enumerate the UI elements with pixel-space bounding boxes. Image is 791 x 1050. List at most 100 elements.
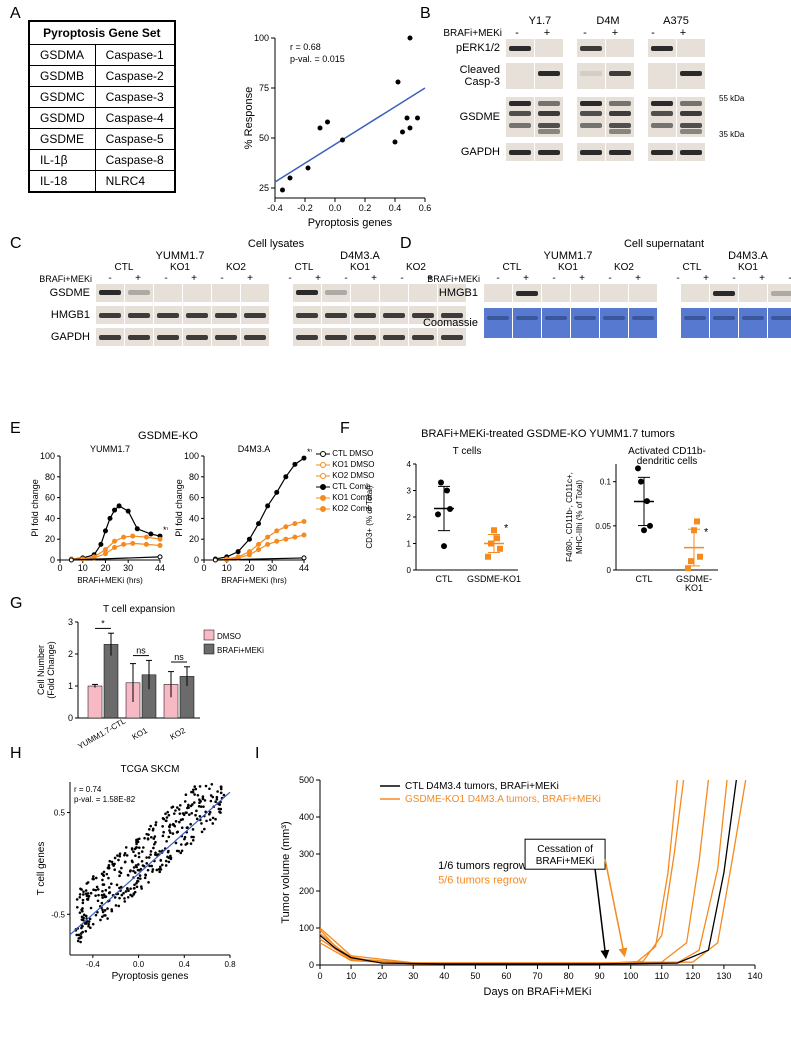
svg-text:20: 20 bbox=[244, 563, 254, 573]
svg-text:60: 60 bbox=[45, 493, 55, 503]
svg-text:30: 30 bbox=[267, 563, 277, 573]
svg-text:-0.4: -0.4 bbox=[267, 203, 283, 213]
panel-i: 0102030405060708090100110120130140010020… bbox=[275, 760, 765, 1013]
svg-text:40: 40 bbox=[189, 513, 199, 523]
svg-text:ns: ns bbox=[174, 652, 184, 662]
panel-label-b: B bbox=[420, 5, 431, 23]
panel-a-scatter: -0.4-0.20.00.20.40.6255075100Pyroptosis … bbox=[240, 30, 430, 225]
panel-a-table-container: Pyroptosis Gene Set GSDMACaspase-1GSDMBC… bbox=[28, 20, 176, 193]
svg-text:Pyroptosis genes: Pyroptosis genes bbox=[112, 971, 189, 982]
table-cell: GSDME bbox=[29, 129, 95, 150]
panel-f: BRAFi+MEKi-treated GSDME-KO YUMM1.7 tumo… bbox=[358, 428, 758, 607]
svg-text:p-val. = 1.58E-82: p-val. = 1.58E-82 bbox=[74, 795, 136, 804]
svg-text:100: 100 bbox=[40, 451, 55, 461]
svg-text:44: 44 bbox=[155, 563, 165, 573]
svg-text:BRAFi+MEKi: BRAFi+MEKi bbox=[217, 646, 264, 655]
svg-text:70: 70 bbox=[532, 971, 542, 981]
svg-text:KO1: KO1 bbox=[131, 726, 150, 742]
table-cell: Caspase-1 bbox=[95, 45, 175, 66]
svg-text:44: 44 bbox=[299, 563, 309, 573]
svg-text:3: 3 bbox=[407, 487, 412, 496]
svg-text:PI fold change: PI fold change bbox=[174, 479, 184, 537]
table-cell: NLRC4 bbox=[95, 171, 175, 193]
svg-text:% Response: % Response bbox=[243, 87, 255, 149]
svg-text:0.8: 0.8 bbox=[224, 960, 236, 969]
svg-text:100: 100 bbox=[299, 923, 314, 933]
panel-c-blots: Cell lysatesYUMM1.7D4M3.ACTLKO1KO2CTLKO1… bbox=[30, 238, 484, 350]
svg-text:*: * bbox=[101, 618, 105, 628]
panel-label-g: G bbox=[10, 595, 22, 613]
panel-f-title: BRAFi+MEKi-treated GSDME-KO YUMM1.7 tumo… bbox=[358, 428, 738, 440]
panel-h: TCGA SKCM-0.40.00.40.8-0.50.5Pyroptosis … bbox=[30, 760, 240, 988]
table-cell: Caspase-3 bbox=[95, 87, 175, 108]
svg-text:MHC-IIhi (% of Total): MHC-IIhi (% of Total) bbox=[575, 480, 584, 554]
svg-text:75: 75 bbox=[259, 83, 269, 93]
svg-text:F4/80-, CD11b-, CD11c+,: F4/80-, CD11b-, CD11c+, bbox=[565, 472, 574, 562]
svg-text:***: *** bbox=[307, 447, 312, 457]
svg-text:(Fold Change): (Fold Change) bbox=[46, 641, 56, 699]
svg-text:0: 0 bbox=[50, 555, 55, 565]
svg-text:0: 0 bbox=[607, 566, 612, 575]
svg-text:20: 20 bbox=[45, 534, 55, 544]
svg-text:-0.2: -0.2 bbox=[297, 203, 313, 213]
panel-b-blots: Y1.7D4MA375BRAFi+MEKi-+-+-+pERK1/2Cleave… bbox=[440, 15, 744, 165]
svg-text:500: 500 bbox=[299, 775, 314, 785]
table-cell: GSDMC bbox=[29, 87, 95, 108]
svg-text:TCGA SKCM: TCGA SKCM bbox=[121, 764, 180, 775]
svg-text:2: 2 bbox=[68, 649, 73, 659]
svg-text:GSDME-KO1 D4M3.A tumors, BRAFi: GSDME-KO1 D4M3.A tumors, BRAFi+MEKi bbox=[405, 794, 601, 805]
svg-text:300: 300 bbox=[299, 849, 314, 859]
svg-text:80: 80 bbox=[189, 472, 199, 482]
svg-text:4: 4 bbox=[407, 460, 412, 469]
svg-text:2: 2 bbox=[407, 513, 412, 522]
svg-text:CTL: CTL bbox=[635, 574, 652, 584]
table-cell: Caspase-8 bbox=[95, 150, 175, 171]
svg-text:3: 3 bbox=[68, 617, 73, 627]
svg-text:CD3+ (% of Total): CD3+ (% of Total) bbox=[365, 485, 374, 549]
svg-text:20: 20 bbox=[100, 563, 110, 573]
svg-text:-0.4: -0.4 bbox=[86, 960, 100, 969]
svg-text:25: 25 bbox=[259, 183, 269, 193]
svg-text:80: 80 bbox=[45, 472, 55, 482]
svg-text:0.4: 0.4 bbox=[179, 960, 191, 969]
table-title: Pyroptosis Gene Set bbox=[29, 21, 175, 45]
svg-text:Cessation of: Cessation of bbox=[537, 844, 593, 855]
table-cell: Caspase-5 bbox=[95, 129, 175, 150]
svg-text:*: * bbox=[504, 523, 509, 535]
svg-text:110: 110 bbox=[655, 971, 669, 981]
svg-text:0: 0 bbox=[68, 713, 73, 723]
svg-text:0: 0 bbox=[317, 971, 322, 981]
svg-text:YUMM1.7: YUMM1.7 bbox=[90, 444, 130, 454]
svg-text:0.4: 0.4 bbox=[389, 203, 402, 213]
table-cell: IL-18 bbox=[29, 171, 95, 193]
svg-text:100: 100 bbox=[184, 451, 199, 461]
svg-text:T cell expansion: T cell expansion bbox=[103, 604, 175, 615]
svg-text:0: 0 bbox=[407, 566, 412, 575]
svg-text:Days on BRAFi+MEKi: Days on BRAFi+MEKi bbox=[484, 986, 592, 998]
panel-label-e: E bbox=[10, 420, 21, 438]
svg-text:0: 0 bbox=[57, 563, 62, 573]
svg-text:0: 0 bbox=[309, 960, 314, 970]
svg-text:50: 50 bbox=[470, 971, 480, 981]
svg-text:YUMM1.7-CTL: YUMM1.7-CTL bbox=[76, 716, 127, 751]
table-cell: GSDMA bbox=[29, 45, 95, 66]
svg-text:20: 20 bbox=[189, 534, 199, 544]
svg-text:30: 30 bbox=[123, 563, 133, 573]
svg-text:0.0: 0.0 bbox=[329, 203, 342, 213]
svg-text:BRAFi+MEKi: BRAFi+MEKi bbox=[536, 856, 595, 867]
svg-text:ns: ns bbox=[136, 646, 146, 656]
svg-text:BRAFi+MEKi (hrs): BRAFi+MEKi (hrs) bbox=[77, 576, 143, 585]
svg-text:GSDME-KO1: GSDME-KO1 bbox=[467, 574, 521, 584]
svg-text:CTL D4M3.4 tumors, BRAFi+MEKi: CTL D4M3.4 tumors, BRAFi+MEKi bbox=[405, 781, 559, 792]
svg-text:Cell Number: Cell Number bbox=[36, 645, 46, 695]
svg-text:T cell genes: T cell genes bbox=[36, 842, 47, 896]
svg-text:90: 90 bbox=[595, 971, 605, 981]
svg-text:KO1: KO1 bbox=[685, 583, 703, 593]
panel-label-c: C bbox=[10, 235, 22, 253]
panel-label-a: A bbox=[10, 5, 21, 23]
table-cell: GSDMD bbox=[29, 108, 95, 129]
svg-text:400: 400 bbox=[299, 812, 314, 822]
svg-text:80: 80 bbox=[564, 971, 574, 981]
svg-text:*: * bbox=[704, 527, 709, 539]
panel-g: T cell expansion0123Cell Number(Fold Cha… bbox=[30, 600, 265, 758]
